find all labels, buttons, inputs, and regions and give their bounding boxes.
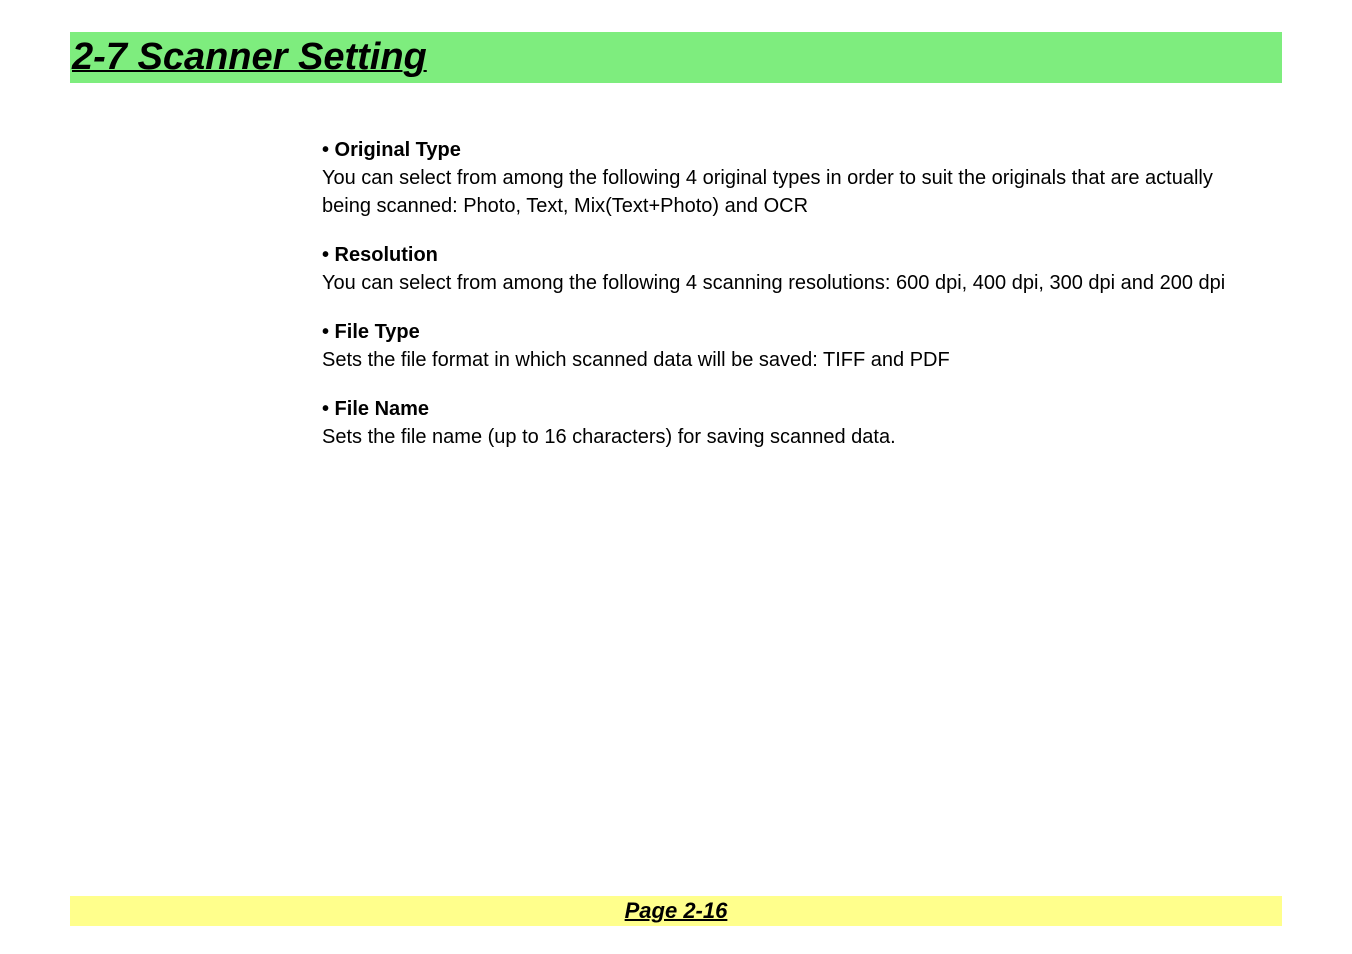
section-title: • Original Type — [322, 139, 1262, 162]
section-file-name: • File Name Sets the file name (up to 16… — [322, 398, 1262, 451]
page-container: 2-7 Scanner Setting • Original Type You … — [0, 0, 1352, 451]
heading-bar: 2-7 Scanner Setting — [70, 32, 1282, 83]
section-body: You can select from among the following … — [322, 269, 1262, 297]
content-area: • Original Type You can select from amon… — [322, 139, 1262, 451]
section-original-type: • Original Type You can select from amon… — [322, 139, 1262, 220]
section-heading: 2-7 Scanner Setting — [70, 36, 1282, 79]
page-footer: Page 2-16 — [70, 896, 1282, 926]
section-body: Sets the file name (up to 16 characters)… — [322, 423, 1262, 451]
section-body: Sets the file format in which scanned da… — [322, 346, 1262, 374]
section-resolution: • Resolution You can select from among t… — [322, 244, 1262, 297]
section-body: You can select from among the following … — [322, 164, 1262, 220]
page-number: Page 2-16 — [625, 898, 728, 923]
section-title: • File Type — [322, 321, 1262, 344]
section-title: • Resolution — [322, 244, 1262, 267]
section-title: • File Name — [322, 398, 1262, 421]
section-file-type: • File Type Sets the file format in whic… — [322, 321, 1262, 374]
